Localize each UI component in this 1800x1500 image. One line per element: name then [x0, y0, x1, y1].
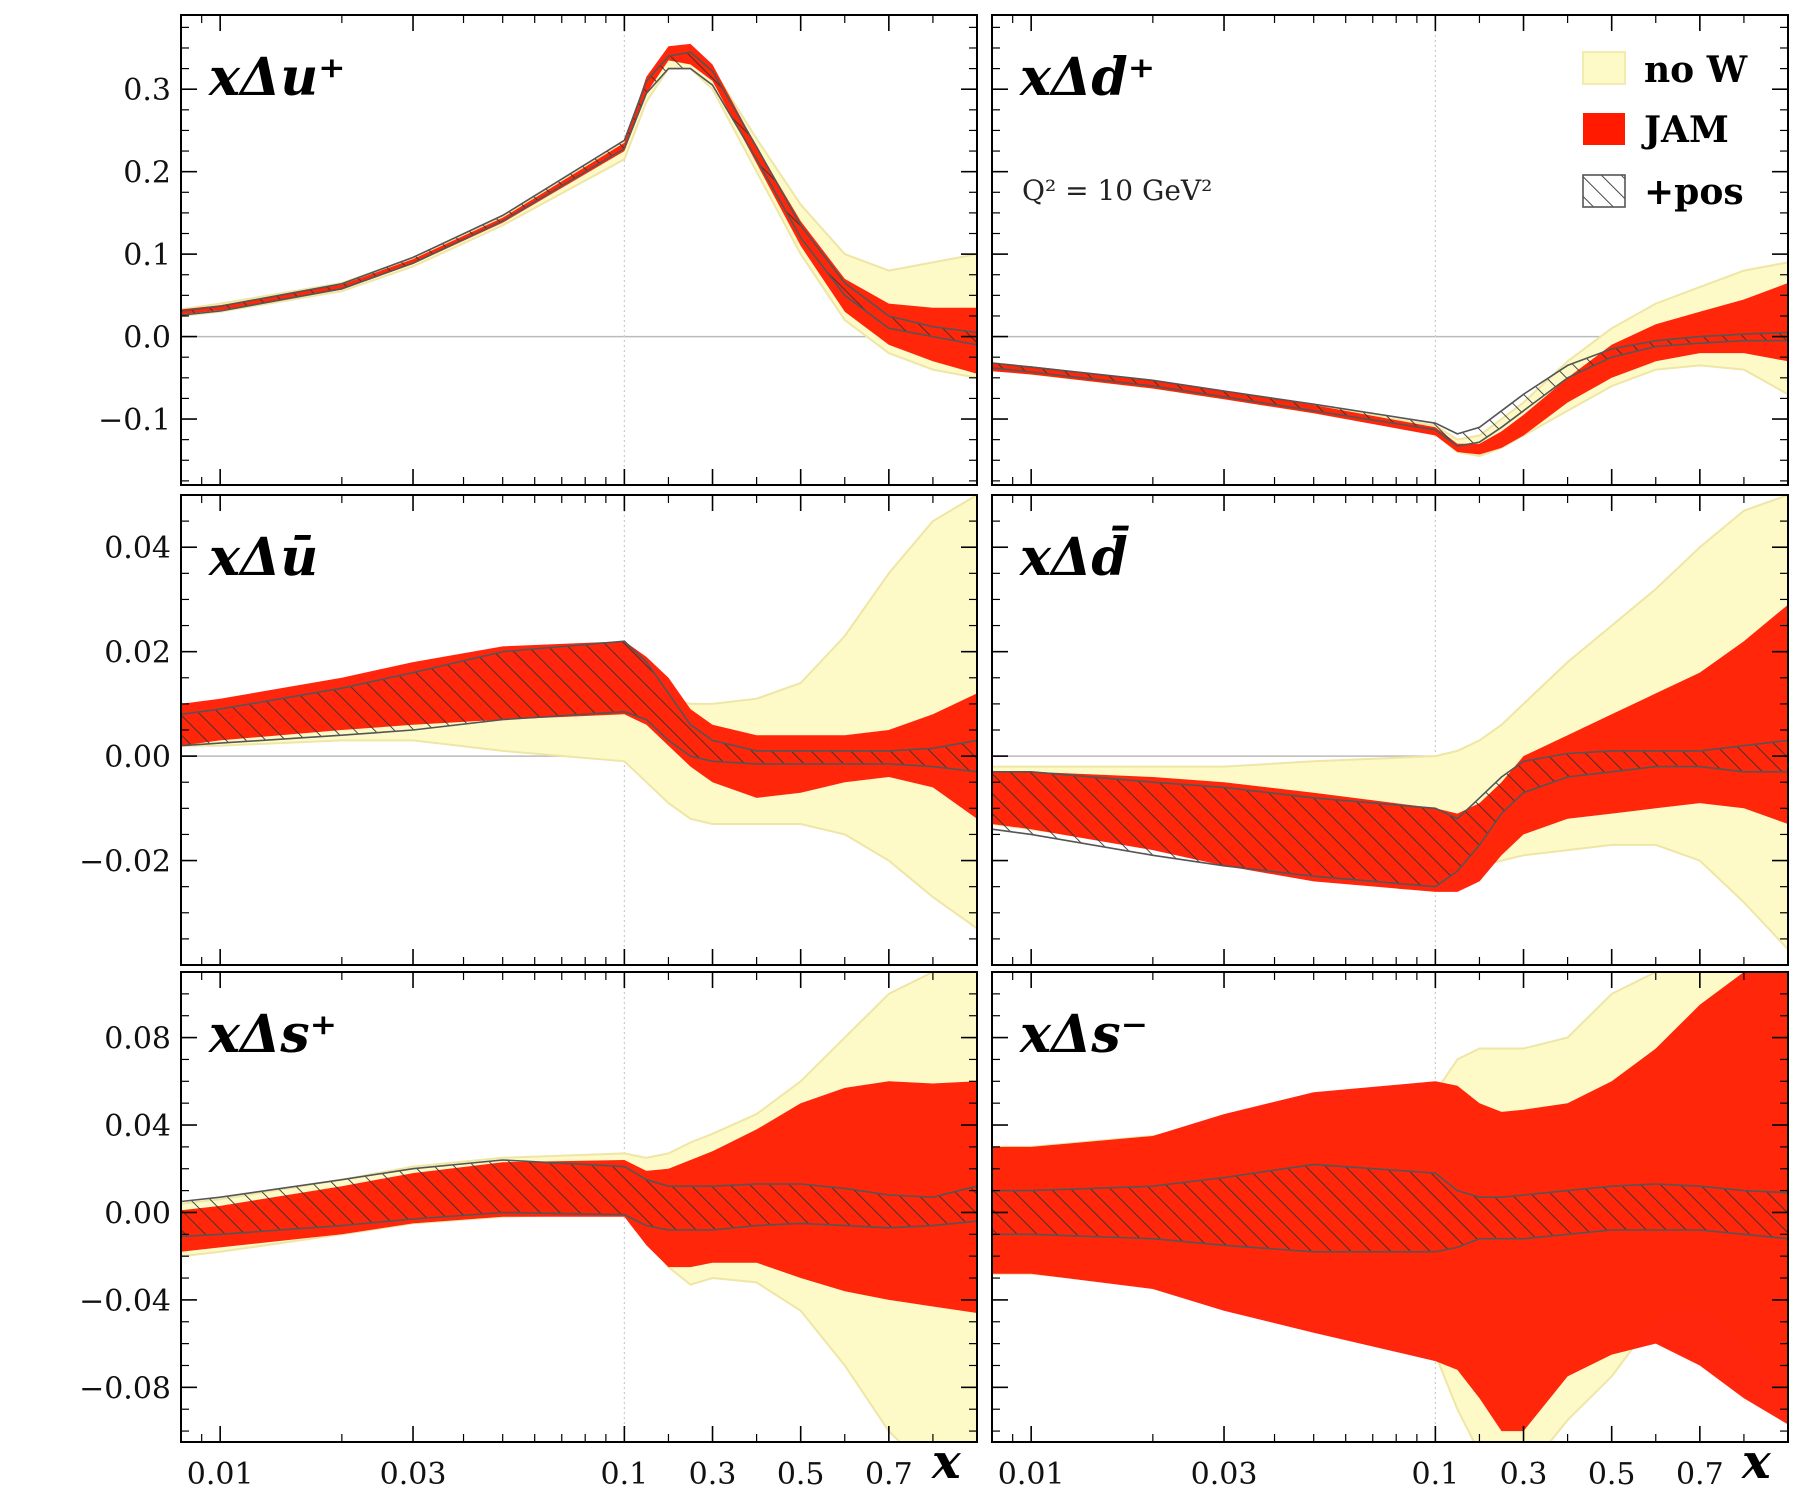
- x-axis-title-right: x: [1741, 1434, 1772, 1490]
- annotation-q2: Q² = 10 GeV²: [1022, 174, 1212, 207]
- legend-label-pos: +pos: [1644, 171, 1744, 213]
- x-tick-label: 0.7: [865, 1457, 913, 1492]
- band-pos-lower-edge: [181, 1211, 977, 1238]
- x-tick-label: 0.3: [1500, 1457, 1548, 1492]
- band-pos-upper-edge: [992, 1163, 1788, 1198]
- band-pos: [181, 52, 977, 345]
- x-tick-label: 0.1: [1412, 1457, 1460, 1492]
- band-pos: [992, 1164, 1788, 1252]
- band-pos-lower-edge: [181, 710, 977, 773]
- band-pos-lower-edge: [992, 765, 1788, 888]
- band-pos-upper-edge: [992, 739, 1788, 820]
- panel-6: 0.01 0.03 0.1 0.3 0.5 0.7 xΔs⁻: [991, 971, 1789, 1492]
- band-pos-upper-edge: [181, 51, 977, 334]
- x-tick-label: 0.01: [998, 1457, 1065, 1492]
- panel-label: xΔd̄: [1019, 526, 1130, 588]
- y-tick-label: 0.3: [123, 73, 171, 108]
- band-pos-upper-edge: [992, 331, 1788, 435]
- band-pos: [992, 740, 1788, 887]
- band-pos-lower-edge: [992, 1229, 1788, 1253]
- x-tick-label: 0.03: [1191, 1457, 1258, 1492]
- x-tick-label: 0.7: [1676, 1457, 1724, 1492]
- x-tick-label: 0.3: [689, 1457, 737, 1492]
- y-tick-label: −0.08: [79, 1371, 171, 1406]
- y-tick-label: −0.04: [79, 1284, 171, 1319]
- panel-2: xΔd⁺: [991, 14, 1789, 486]
- band-jam: [181, 43, 977, 374]
- panel-3: 0.04 0.02 0.00 −0.02 xΔū: [79, 494, 978, 966]
- legend-label-no-w: no W: [1644, 49, 1748, 91]
- panel-label: xΔs⁺: [208, 1004, 337, 1065]
- x-tick-label: 0.5: [777, 1457, 825, 1492]
- y-tick-label: 0.2: [123, 156, 171, 191]
- x-axis-title-left: x: [931, 1434, 962, 1490]
- panel-frame: [180, 971, 978, 1443]
- y-tick-label: 0.00: [104, 740, 171, 775]
- panel-5: 0.01 0.03 0.1 0.3 0.5 0.7 0.08 0.04 0.00 −0.04 −0.…: [79, 971, 978, 1492]
- panel-frame: [991, 14, 1789, 486]
- y-tick-label: 0.1: [123, 238, 171, 273]
- y-tick-label: 0.04: [104, 1109, 171, 1144]
- band-pos-upper-edge: [181, 1159, 977, 1203]
- panel-frame: [180, 14, 978, 486]
- y-tick-label: −0.02: [79, 845, 171, 880]
- panel-label: xΔd⁺: [1019, 47, 1155, 108]
- band-pos-upper-edge: [181, 640, 977, 752]
- x-tick-label: 0.1: [601, 1457, 649, 1492]
- y-tick-label: 0.08: [104, 1022, 171, 1057]
- band-pos: [181, 641, 977, 772]
- y-tick-label: 0.0: [123, 321, 171, 356]
- panel-label: xΔs⁻: [1019, 1004, 1148, 1065]
- legend-swatch-no-w: [1582, 51, 1626, 85]
- band-pos-lower-edge: [181, 67, 977, 346]
- band-pos: [992, 332, 1788, 447]
- y-tick-label: 0.04: [104, 531, 171, 566]
- panel-1: 0.3 0.2 0.1 0.0 −0.1 xΔu⁺: [98, 14, 978, 486]
- legend-label-jam: JAM: [1641, 109, 1729, 151]
- panel-label: xΔū: [208, 527, 318, 588]
- legend-swatch-pos: [1582, 174, 1626, 208]
- x-tick-label: 0.03: [380, 1457, 447, 1492]
- panels: 0.3 0.2 0.1 0.0 −0.1 xΔu⁺ xΔd⁺ 0.04 0.02 0.00 −0.0…: [79, 14, 1789, 1492]
- legend: no W JAM +pos: [1582, 49, 1748, 213]
- band-pos-lower-edge: [992, 339, 1788, 448]
- y-tick-label: 0.00: [104, 1196, 171, 1231]
- x-tick-label: 0.01: [187, 1457, 254, 1492]
- panel-label: xΔu⁺: [208, 47, 346, 108]
- y-tick-label: 0.02: [104, 636, 171, 671]
- x-tick-label: 0.5: [1588, 1457, 1636, 1492]
- band-pos: [181, 1160, 977, 1237]
- y-tick-label: −0.1: [98, 403, 171, 438]
- panel-4: xΔd̄: [991, 494, 1789, 966]
- legend-swatch-jam: [1583, 113, 1625, 145]
- panel-frame: [991, 971, 1789, 1443]
